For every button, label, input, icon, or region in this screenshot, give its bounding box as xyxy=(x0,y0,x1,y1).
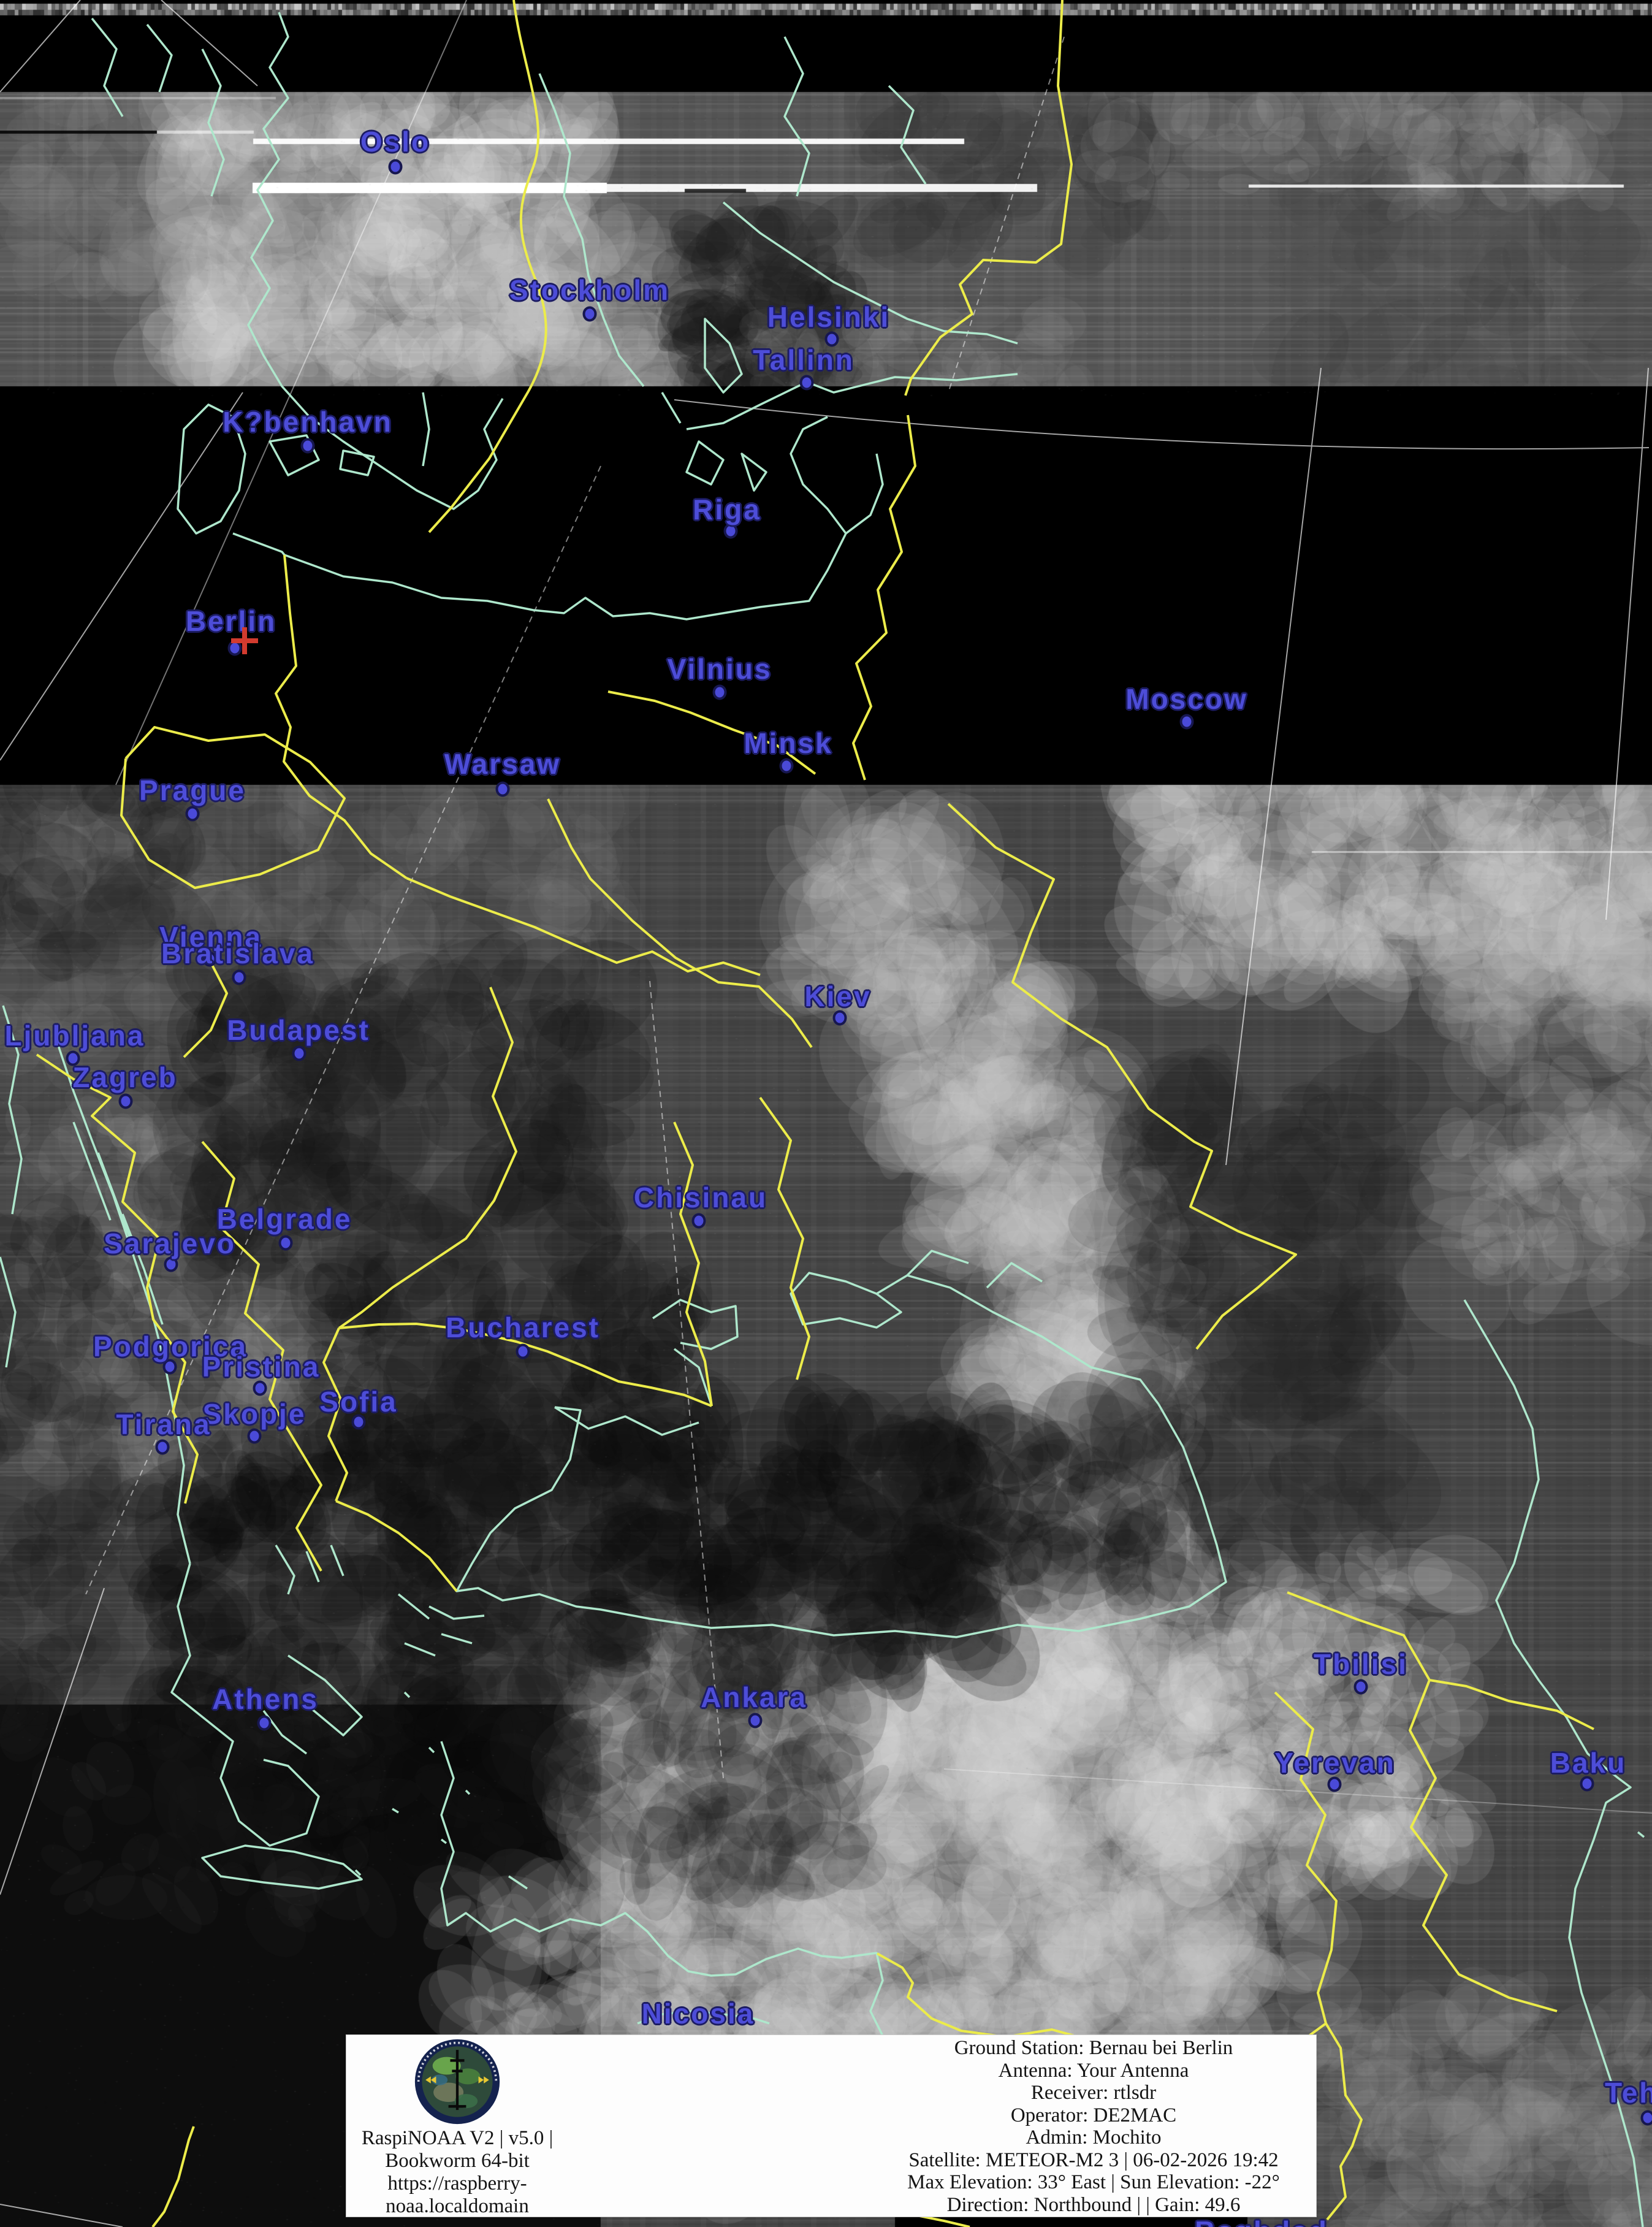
city-dot xyxy=(292,1045,306,1061)
city-dot xyxy=(495,781,510,797)
city-label: Oslo xyxy=(360,126,431,158)
city-label: Vilnius xyxy=(667,653,772,685)
city-dot xyxy=(253,1380,267,1396)
info-box-left-column: RaspiNOAA V2 | v5.0 | Bookworm 64-bit ht… xyxy=(329,2035,586,2218)
city-dot xyxy=(66,1050,80,1066)
city-dot xyxy=(300,438,315,454)
url-line-1: https://raspberry- xyxy=(387,2172,527,2195)
city-dot xyxy=(118,1093,133,1109)
city-label: Vienna xyxy=(159,921,262,953)
city-dot xyxy=(723,523,738,539)
city-dot xyxy=(164,1256,178,1272)
url-line-2: noaa.localdomain xyxy=(386,2195,529,2217)
city-label: Stockholm xyxy=(509,274,671,306)
elevation-line: Max Elevation: 33° East | Sun Elevation:… xyxy=(907,2171,1280,2193)
city-label: Prague xyxy=(139,774,246,806)
city-label: Moscow xyxy=(1125,683,1248,715)
city-label: Tbilisi xyxy=(1314,1648,1408,1680)
city-label: Tehran xyxy=(1605,2077,1652,2109)
city-dot xyxy=(691,1213,706,1229)
city-dot xyxy=(1353,1679,1368,1695)
admin-line: Admin: Mochito xyxy=(1026,2126,1162,2149)
info-box-right-column: Ground Station: Bernau bei Berlin Antenn… xyxy=(818,2037,1369,2216)
city-dot xyxy=(162,1359,177,1375)
city-label: Riga xyxy=(693,494,761,525)
city-label: Helsinki xyxy=(767,301,891,333)
ground-station-line: Ground Station: Bernau bei Berlin xyxy=(954,2037,1233,2059)
ground-station-cross-marker xyxy=(231,627,258,654)
city-dot xyxy=(1640,2110,1652,2126)
city-dot xyxy=(516,1343,530,1359)
city-label: Yerevan xyxy=(1274,1747,1396,1779)
city-label: Podgorica xyxy=(93,1331,248,1362)
direction-gain-line: Direction: Northbound | | Gain: 49.6 xyxy=(946,2193,1241,2216)
city-label: Tirana xyxy=(116,1408,211,1440)
capture-info-box: RaspiNOAA V2 | v5.0 | Bookworm 64-bit ht… xyxy=(346,2034,1317,2217)
city-dot xyxy=(202,951,217,967)
city-label: Warsaw xyxy=(444,748,561,780)
city-label: Sarajevo xyxy=(104,1228,236,1259)
city-label: Budapest xyxy=(227,1014,370,1046)
city-label: Tallinn xyxy=(753,344,855,376)
city-dot xyxy=(278,1235,293,1251)
city-dot xyxy=(232,969,246,985)
city-dot xyxy=(748,1713,763,1729)
city-dot xyxy=(247,1428,262,1444)
city-label: Berlin xyxy=(185,605,277,637)
city-dot xyxy=(832,1010,847,1026)
city-dot xyxy=(388,159,403,175)
city-dot xyxy=(824,331,839,347)
city-dot xyxy=(799,375,814,391)
operator-line: Operator: DE2MAC xyxy=(1010,2104,1177,2126)
city-label: K?benhavn xyxy=(223,406,393,438)
city-label: Skopje xyxy=(202,1398,306,1430)
software-version-line: RaspiNOAA V2 | v5.0 | xyxy=(361,2127,554,2149)
city-label: Ljubljana xyxy=(4,1020,145,1052)
city-label: Pristina xyxy=(202,1351,321,1383)
city-label: Nicosia xyxy=(641,1998,755,2030)
city-dot xyxy=(1580,1776,1594,1792)
city-label: Chisinau xyxy=(633,1182,768,1213)
city-label: Sofia xyxy=(319,1386,398,1418)
city-label: Minsk xyxy=(744,727,833,759)
os-line: Bookworm 64-bit xyxy=(385,2150,530,2172)
antenna-line: Antenna: Your Antenna xyxy=(998,2059,1189,2082)
city-label: Zagreb xyxy=(72,1061,178,1093)
city-dot xyxy=(1179,714,1194,730)
raspinoaa-logo xyxy=(414,2039,500,2125)
city-label: Athens xyxy=(212,1683,319,1715)
city-dot xyxy=(712,684,727,700)
city-label: Kiev xyxy=(804,980,872,1012)
city-label: Baghdad xyxy=(1195,2215,1328,2227)
city-dot xyxy=(779,758,794,774)
city-dot xyxy=(1327,1776,1342,1792)
city-dot xyxy=(155,1439,170,1455)
city-dot xyxy=(185,806,200,822)
satellite-line: Satellite: METEOR-M2 3 | 06-02-2026 19:4… xyxy=(908,2149,1279,2171)
city-dot xyxy=(582,306,597,322)
city-label: Belgrade xyxy=(216,1203,352,1235)
city-dot xyxy=(257,1715,272,1731)
city-dot xyxy=(351,1414,366,1430)
city-label: Bucharest xyxy=(446,1312,600,1343)
city-label: Baku xyxy=(1550,1747,1627,1779)
receiver-line: Receiver: rtlsdr xyxy=(1030,2082,1157,2104)
city-label: Bratislava xyxy=(161,938,314,969)
city-label: Ankara xyxy=(701,1681,807,1713)
